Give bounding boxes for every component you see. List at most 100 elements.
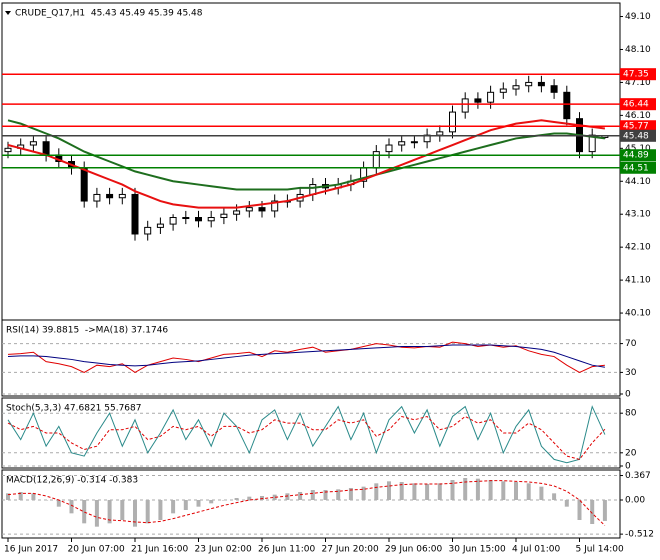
y-tick-label: 0.00	[625, 496, 645, 506]
histogram-bar	[336, 489, 341, 500]
histogram-bar	[425, 484, 430, 500]
histogram-bar	[183, 500, 188, 510]
histogram-bar	[158, 500, 163, 520]
x-tick-label: 4 Jul 01:00	[512, 545, 561, 555]
histogram-bar	[475, 478, 480, 500]
level-label-box	[620, 129, 656, 142]
histogram-bar	[539, 486, 544, 500]
y-tick-label: 43.10	[625, 210, 651, 220]
y-tick-label: 45.10	[625, 144, 651, 154]
histogram-bar	[82, 500, 87, 524]
y-tick-label: 20	[625, 448, 637, 458]
y-tick-label: 42.10	[625, 243, 651, 253]
candle-body	[29, 141, 37, 146]
histogram-bar	[323, 490, 328, 500]
y-tick-label: 41.10	[625, 276, 651, 286]
histogram-bar	[94, 500, 99, 527]
candle-body	[42, 141, 50, 156]
level-label-box	[620, 98, 656, 111]
x-tick-label: 30 Jun 15:00	[449, 545, 506, 555]
histogram-bar	[120, 500, 125, 520]
indicator-line	[7, 119, 606, 191]
y-tick-label: 70	[625, 339, 637, 349]
indicator-line	[7, 405, 606, 464]
y-tick-label: 0.367	[625, 471, 651, 481]
histogram-bar	[272, 494, 277, 500]
histogram-bar	[107, 500, 112, 524]
candle-body	[563, 91, 571, 120]
y-tick-label: 47.10	[625, 78, 651, 88]
level-label-box	[620, 149, 656, 162]
candle-body	[436, 131, 444, 136]
histogram-bar	[285, 493, 290, 500]
histogram-bar	[463, 478, 468, 500]
y-tick-label: 0	[625, 390, 631, 400]
candle-body	[118, 193, 126, 199]
y-tick-label: 46.10	[625, 111, 651, 121]
candle-body	[385, 144, 393, 153]
level-label: 45.48	[623, 131, 649, 141]
y-tick-label: 40.10	[625, 309, 651, 319]
indicator-line	[7, 341, 605, 373]
candle-body	[512, 85, 520, 90]
panel-frame	[1, 397, 621, 469]
histogram-bar	[602, 500, 607, 521]
histogram-bar	[514, 482, 518, 500]
panel-title: MACD(12,26,9) -0.314 -0.383	[6, 476, 138, 486]
y-tick-label: 49.10	[625, 12, 651, 22]
candle-body	[245, 207, 253, 212]
candle-body	[220, 213, 228, 219]
candle-body	[93, 193, 101, 202]
histogram-bar	[590, 500, 595, 524]
indicator-line	[7, 480, 606, 526]
candle-body	[144, 226, 152, 235]
level-label: 47.35	[623, 70, 649, 80]
histogram-bar	[56, 500, 61, 507]
histogram-bar	[209, 500, 214, 504]
y-tick-label: 0	[625, 462, 631, 472]
histogram-bar	[133, 500, 137, 527]
histogram-bar	[552, 493, 557, 500]
panel-title: RSI(14) 39.8815 ->MA(18) 37.1746	[6, 326, 168, 336]
candle-body	[195, 217, 202, 222]
y-tick-label: -0.512	[625, 530, 654, 540]
candle-body	[4, 147, 12, 153]
histogram-bar	[361, 486, 366, 500]
level-label-box	[620, 68, 656, 81]
histogram-bar	[310, 490, 315, 500]
x-tick-label: 16 Jun 2017	[4, 545, 58, 555]
level-label: 44.51	[623, 163, 649, 173]
candle-body	[372, 151, 380, 169]
histogram-bar	[171, 500, 176, 514]
histogram-bar	[44, 500, 49, 501]
histogram-bar	[488, 480, 493, 500]
candle-body	[499, 88, 507, 93]
candle-body	[258, 207, 266, 212]
candle-body	[271, 200, 279, 212]
histogram-bar	[526, 483, 531, 500]
level-label: 46.44	[623, 100, 649, 110]
x-tick-label: 20 Jun 07:00	[68, 545, 125, 555]
candle-body	[525, 81, 533, 87]
histogram-bar	[399, 482, 404, 500]
y-tick-label: 48.10	[625, 45, 651, 55]
histogram-bar	[145, 500, 150, 524]
candle-body	[410, 141, 418, 144]
histogram-bar	[221, 500, 226, 501]
y-tick-label: 30	[625, 368, 637, 378]
indicator-line	[7, 415, 606, 460]
x-tick-label: 27 Jun 20:00	[322, 545, 379, 555]
candle-body	[487, 91, 495, 103]
histogram-bar	[501, 481, 506, 500]
panel-frame	[1, 319, 621, 397]
histogram-bar	[450, 480, 455, 500]
histogram-bar	[374, 483, 379, 500]
panel-title: CRUDE_Q17,H1 45.43 45.49 45.39 45.48	[15, 9, 203, 19]
histogram-bar	[577, 500, 582, 520]
histogram-bar	[348, 488, 353, 500]
candle-body	[156, 223, 164, 228]
panel-title: Stoch(5,3,3) 47.6821 55.7687	[6, 404, 141, 414]
histogram-bar	[69, 500, 74, 514]
